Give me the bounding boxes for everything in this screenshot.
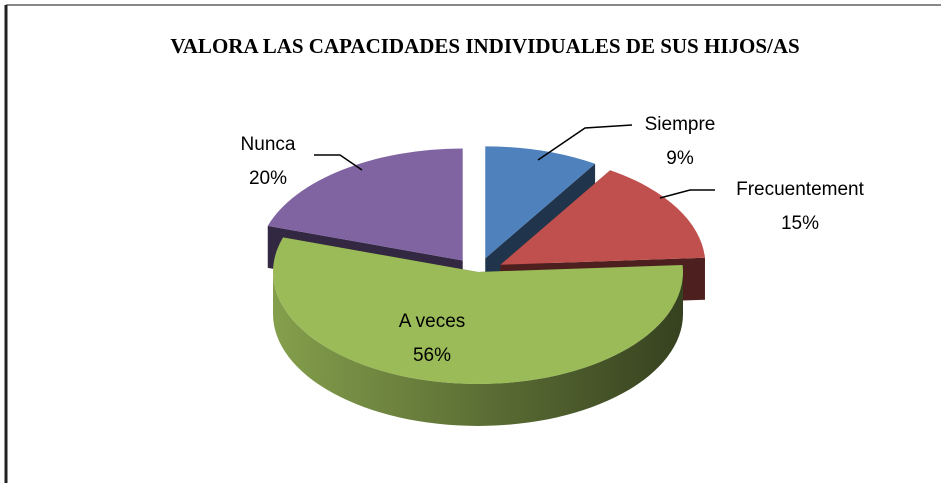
slice-label: Nunca [241,134,296,155]
slice [500,170,705,265]
leader-line [537,124,633,161]
slice [267,148,463,261]
slice-label: A veces [399,311,466,332]
pie [267,146,705,426]
value-label: 9% [666,148,694,169]
labels: Siempre 9% Frecuentement 15% A veces 56% Nunca… [241,114,865,366]
leader-line [314,154,363,171]
value-label: 15% [781,213,819,234]
value-label: 56% [413,345,451,366]
slice-label: Siempre [645,114,716,135]
slice-side [273,272,683,426]
slice-label: Frecuentement [736,179,865,200]
slice [485,146,596,259]
slice [272,237,683,385]
chart-title: VALORA LAS CAPACIDADES INDIVIDUALES DE S… [170,34,800,58]
leader-line [659,189,715,199]
value-label: 20% [249,168,287,189]
